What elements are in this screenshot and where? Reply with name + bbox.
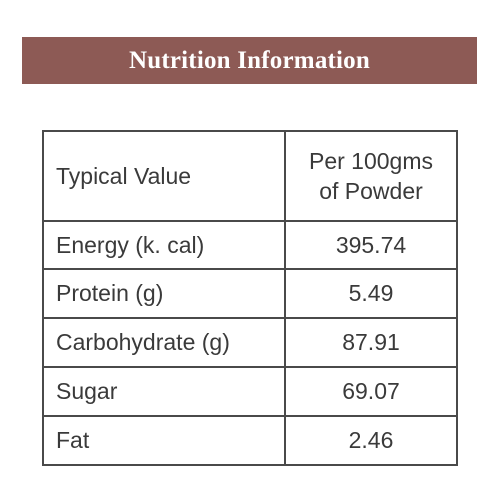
table-row-fat: Fat 2.46 <box>42 415 458 466</box>
row-value: 87.91 <box>284 317 458 368</box>
header-label: Typical Value <box>56 162 192 189</box>
row-label: Protein (g) <box>42 268 286 319</box>
title-banner: Nutrition Information <box>22 37 477 84</box>
table-row-energy: Energy (k. cal) 395.74 <box>42 220 458 270</box>
row-value: 2.46 <box>284 415 458 466</box>
header-value-line1: Per 100gms <box>308 148 433 174</box>
table-row-sugar: Sugar 69.07 <box>42 366 458 417</box>
header-value-line2: of Powder <box>319 178 423 204</box>
row-value: 5.49 <box>284 268 458 319</box>
row-value: 69.07 <box>284 366 458 417</box>
table-header-row: Typical Value Per 100gms of Powder <box>42 130 458 222</box>
row-label: Sugar <box>42 366 286 417</box>
page-title: Nutrition Information <box>128 46 370 74</box>
row-label: Carbohydrate (g) <box>42 317 286 368</box>
table-row-protein: Protein (g) 5.49 <box>42 268 458 319</box>
header-label-cell: Typical Value <box>42 130 286 222</box>
row-value: 395.74 <box>284 220 458 270</box>
row-label: Energy (k. cal) <box>42 220 286 270</box>
nutrition-table: Typical Value Per 100gms of Powder Energ… <box>42 130 458 466</box>
row-label: Fat <box>42 415 286 466</box>
table-row-carbohydrate: Carbohydrate (g) 87.91 <box>42 317 458 368</box>
header-value-cell: Per 100gms of Powder <box>284 130 458 222</box>
